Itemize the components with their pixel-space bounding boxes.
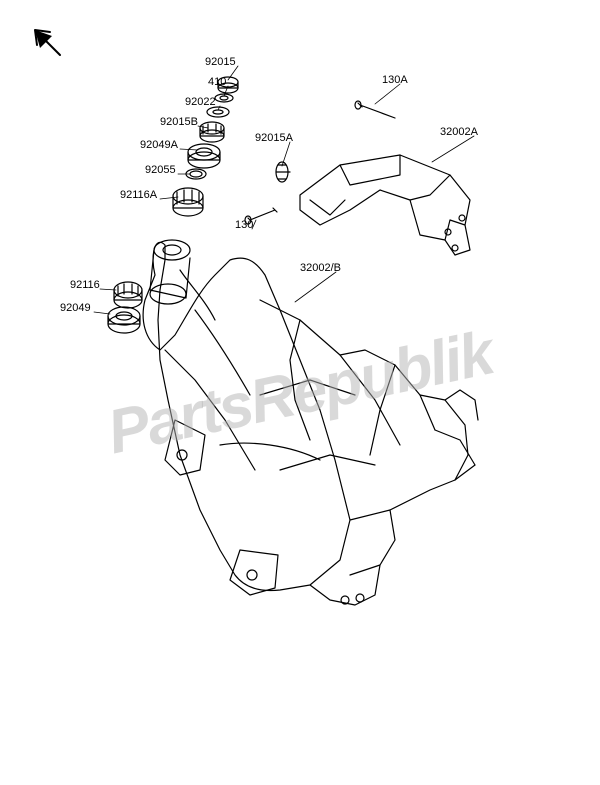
label-32002a: 32002A [440,126,478,138]
label-92116: 92116 [70,279,100,291]
label-92049a: 92049A [140,139,178,151]
diagram-container: 92015 410 92022 92015B 92049A 92055 9211… [0,0,600,785]
label-92015b: 92015B [160,116,198,128]
label-92015: 92015 [205,56,236,68]
nav-arrow-icon [35,30,60,55]
label-92055: 92055 [145,164,176,176]
label-32002b: 32002/B [300,262,341,274]
label-130: 130 [235,219,253,231]
label-92116a: 92116A [120,189,157,201]
label-92015a: 92015A [255,132,293,144]
label-92049: 92049 [60,302,91,314]
label-92022: 92022 [185,96,216,108]
label-130a: 130A [382,74,408,86]
parts-diagram-svg [0,0,600,785]
label-410: 410 [208,76,226,88]
